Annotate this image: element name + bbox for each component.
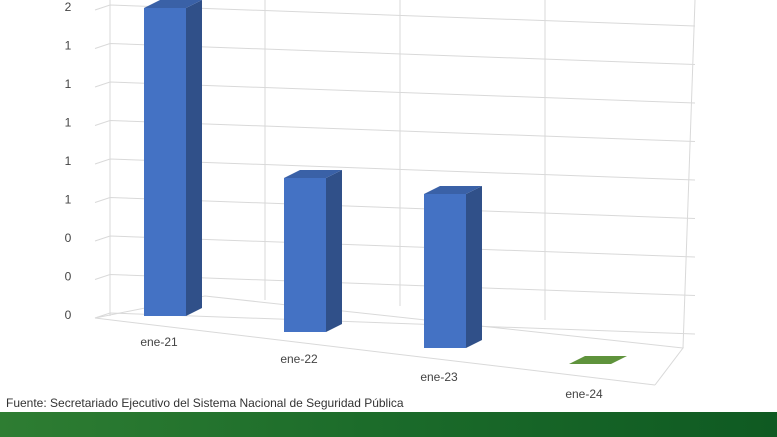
bar xyxy=(144,0,202,316)
y-tick-label: 1 xyxy=(65,77,72,91)
grid-line xyxy=(94,312,696,335)
y-tick-label: 2 xyxy=(65,0,72,14)
bar xyxy=(284,170,342,332)
bar xyxy=(569,356,627,364)
source-note: Fuente: Secretariado Ejecutivo del Siste… xyxy=(6,396,404,410)
bar-top xyxy=(569,356,627,364)
bar-side xyxy=(186,0,202,316)
grid-line xyxy=(94,4,696,27)
bar-front xyxy=(424,194,466,348)
x-tick-label: ene-22 xyxy=(280,352,318,366)
bar-top xyxy=(424,186,482,194)
y-tick-label: 0 xyxy=(65,231,72,245)
grid-line xyxy=(94,235,696,258)
y-tick-label: 0 xyxy=(65,308,72,322)
grid-line xyxy=(94,158,696,181)
x-tick-label: ene-23 xyxy=(420,370,458,384)
bar-side xyxy=(466,186,482,348)
y-tick-label: 1 xyxy=(65,154,72,168)
grid-line xyxy=(94,42,696,65)
bar-side xyxy=(326,170,342,332)
bar-top xyxy=(284,170,342,178)
y-tick-label: 1 xyxy=(65,116,72,130)
grid-line xyxy=(94,81,696,104)
footer-band xyxy=(0,412,777,437)
x-tick-label: ene-21 xyxy=(140,335,178,349)
y-tick-label: 1 xyxy=(65,193,72,207)
grid-line xyxy=(94,196,696,219)
x-tick-label: ene-24 xyxy=(565,387,603,401)
bar-front xyxy=(284,178,326,332)
grid-line xyxy=(94,273,696,296)
bar-top xyxy=(144,0,202,8)
bar-front xyxy=(144,8,186,316)
y-tick-label: 1 xyxy=(65,39,72,53)
bar xyxy=(424,186,482,348)
grid-line xyxy=(94,119,696,142)
y-tick-label: 0 xyxy=(65,270,72,284)
